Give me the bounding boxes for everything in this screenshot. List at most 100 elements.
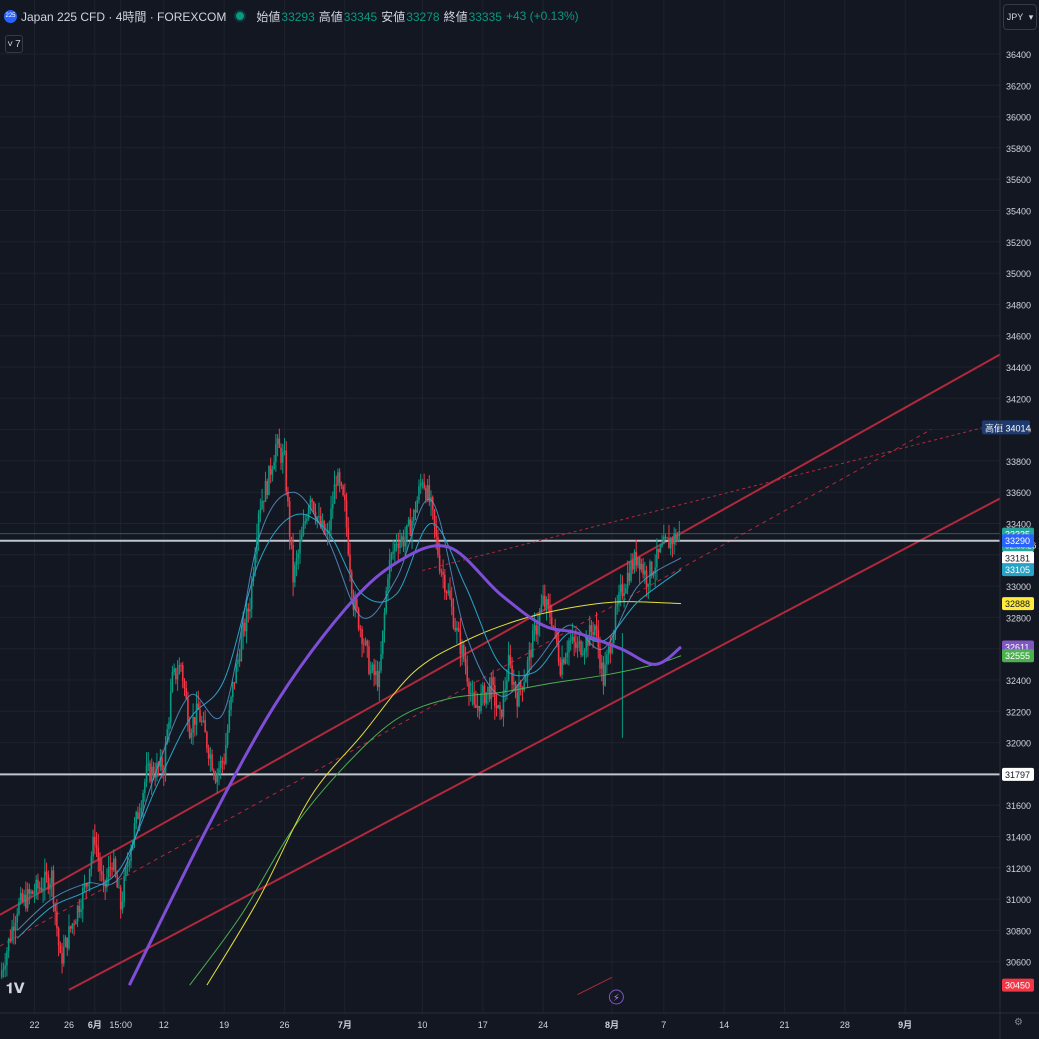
y-axis-tick-label: 36400	[1006, 50, 1031, 60]
candle-body	[225, 745, 227, 764]
candle-body	[259, 508, 262, 514]
gear-icon[interactable]: ⚙	[1014, 1017, 1023, 1028]
candle-body	[190, 732, 193, 738]
candle-body	[290, 536, 293, 545]
candle-body	[268, 465, 270, 495]
candle-body	[178, 664, 181, 674]
candle-body	[362, 643, 365, 645]
y-axis-tick-label: 36200	[1006, 81, 1031, 91]
candle-body	[171, 672, 174, 692]
candle-body	[121, 901, 124, 910]
candle-body	[585, 637, 588, 652]
candle-body	[319, 516, 322, 527]
high-marker-label: 高値 34014	[985, 422, 1031, 433]
candle-body	[625, 588, 627, 594]
candle-body	[633, 551, 636, 570]
candle-body	[169, 691, 172, 723]
chevron-down-icon: ▾	[1028, 11, 1034, 22]
y-axis-tick-label: 31400	[1006, 833, 1031, 843]
candle-body	[580, 641, 582, 655]
candle-body	[518, 682, 520, 707]
candle-body	[92, 836, 94, 857]
candle-body	[38, 887, 41, 889]
indicator-count: 7	[15, 38, 21, 50]
y-axis-tick-label: 31600	[1006, 801, 1031, 811]
candle-body	[240, 636, 243, 661]
candle-body	[590, 625, 593, 632]
candle-body	[631, 561, 634, 570]
candle-body	[380, 654, 382, 671]
candle-body	[130, 849, 132, 862]
currency-button[interactable]: JPY ▾	[1003, 4, 1037, 30]
chart-header: 225 Japan 225 CFD · 4時間 · FOREXCOM 始値332…	[4, 6, 579, 26]
candle-body	[299, 541, 301, 554]
candle-body	[552, 625, 555, 628]
candle-body	[235, 664, 238, 684]
candle-body	[366, 640, 369, 647]
x-axis-tick-label: 12	[159, 1020, 169, 1030]
candle-body	[519, 682, 522, 688]
candle-body	[459, 631, 462, 655]
candle-body	[0, 970, 3, 978]
candle-body	[9, 938, 12, 941]
candle-body	[419, 483, 422, 487]
candle-body	[195, 703, 198, 725]
candle-body	[495, 705, 498, 709]
candle-body	[230, 696, 232, 710]
candle-body	[473, 692, 475, 705]
candle-body	[456, 627, 458, 631]
indicators-toggle-button[interactable]: ˅ 7	[5, 35, 23, 53]
price-label-bg	[1002, 551, 1034, 565]
candle-body	[64, 937, 67, 947]
candle-body	[526, 660, 529, 677]
candle-body	[492, 677, 494, 686]
candle-body	[276, 438, 279, 444]
candle-body	[344, 495, 346, 501]
candle-body	[450, 598, 453, 607]
candle-body	[14, 922, 17, 931]
y-axis-tick-label: 30600	[1006, 958, 1031, 968]
candle-body	[673, 533, 675, 545]
candle-body	[292, 544, 294, 583]
candle-body	[145, 765, 148, 782]
channel-upper-line[interactable]	[0, 353, 1001, 916]
candle-body	[244, 622, 246, 632]
y-axis-tick-label: 30800	[1006, 926, 1031, 936]
candle-body	[650, 561, 653, 576]
candle-body	[95, 844, 98, 848]
candle-body	[640, 563, 643, 570]
candle-body	[107, 867, 110, 878]
candle-body	[573, 636, 575, 643]
x-axis-tick-label: 26	[64, 1020, 74, 1030]
candle-body	[57, 928, 60, 946]
lightning-glyph: ⚡	[613, 993, 620, 1004]
candle-body	[628, 572, 631, 581]
symbol-title[interactable]: Japan 225 CFD · 4時間 · FOREXCOM	[21, 9, 227, 24]
candle-body	[111, 867, 113, 870]
candle-body	[561, 659, 563, 675]
candle-body	[407, 519, 410, 525]
lightning-icon[interactable]	[608, 989, 624, 1005]
candle-body	[371, 664, 374, 671]
candle-body	[647, 584, 650, 587]
candle-body	[83, 883, 86, 889]
x-axis-tick-label: 24	[538, 1020, 548, 1030]
candle-body	[404, 539, 406, 547]
candle-body	[321, 520, 324, 527]
candle-body	[619, 584, 622, 593]
candle-body	[659, 546, 662, 553]
candle-body	[423, 482, 425, 489]
candle-body	[516, 692, 519, 707]
channel-mid-line[interactable]	[0, 429, 932, 947]
candle-body	[540, 604, 543, 612]
price-label-bg	[1002, 597, 1034, 611]
candle-body	[266, 480, 269, 495]
price-label-bg	[1002, 767, 1034, 781]
candle-body	[469, 693, 472, 695]
candle-body	[668, 537, 670, 549]
channel-lower-line[interactable]	[68, 497, 1001, 991]
candle-body	[269, 465, 272, 475]
y-axis-tick-label: 32400	[1006, 676, 1031, 686]
candle-body	[664, 536, 667, 539]
